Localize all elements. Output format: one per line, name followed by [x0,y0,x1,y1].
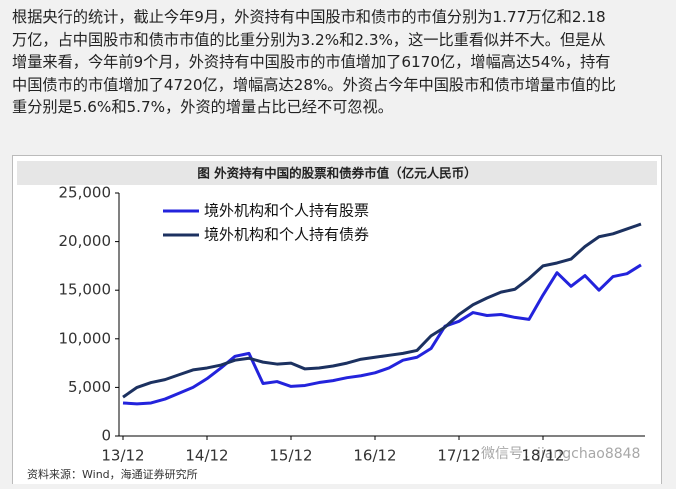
legend-label: 境外机构和个人持有股票 [204,202,369,220]
y-tick-label: 25,000 [59,184,112,202]
chart-title: 图 外资持有中国的股票和债券市值（亿元人民币） [197,166,476,181]
paragraph-line: 中国债市的市值增加了4720亿，增幅高达28%。外资占今年中国股市和债市增量市值… [12,75,616,94]
x-tick-label: 17/12 [437,447,480,465]
paragraph-line: 万亿，占中国股市和债市市值的比重分别为3.2%和2.3%，这一比重看似并不大。但… [12,30,606,49]
paragraph-line: 重分别是5.6%和5.7%，外资的增量占比已经不可忽视。 [12,98,393,116]
y-tick-label: 5,000 [68,378,111,396]
x-tick-label: 16/12 [353,447,396,465]
paragraph-line: 增量来看，今年前9个月，外资持有中国股市的市值增加了6170亿，增幅高达54%，… [12,53,611,71]
y-tick-label: 15,000 [59,281,112,299]
series-line [122,222,642,399]
series-line [122,263,642,406]
chart-box: 图 外资持有中国的股票和债券市值（亿元人民币） 资料来源：Wind，海通证券研究… [12,155,662,484]
chart: 图 外资持有中国的股票和债券市值（亿元人民币） 资料来源：Wind，海通证券研究… [17,161,657,481]
x-tick-label: 14/12 [185,447,228,465]
paragraph: 根据央行的统计，截止今年9月，外资持有中国股市和债市的市值分别为1.77万亿和2… [12,6,672,119]
paragraph-line: 根据央行的统计，截止今年9月，外资持有中国股市和债市的市值分别为1.77万亿和2… [12,8,606,26]
y-tick-label: 20,000 [59,232,112,250]
x-tick-label: 18/12 [521,447,564,465]
title-band [17,161,657,185]
x-tick-label: 15/12 [269,447,312,465]
legend-label: 境外机构和个人持有债券 [204,226,369,244]
y-tick-label: 10,000 [59,329,112,347]
source-note: 资料来源：Wind，海通证券研究所 [27,467,198,481]
y-tick-label: 0 [101,427,111,445]
watermark: 微信号：jiangchao8848 [481,446,640,462]
x-tick-label: 13/12 [101,447,144,465]
